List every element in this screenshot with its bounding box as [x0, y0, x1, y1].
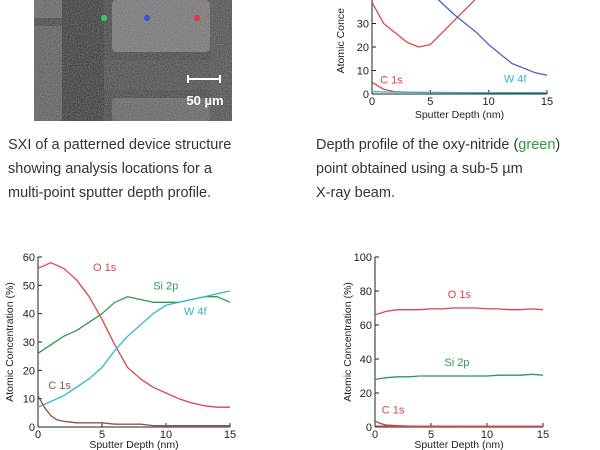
- series-label-si-2p: Si 2p: [444, 357, 469, 369]
- caption-right-line-1: Depth profile of the oxy-nitride (green): [316, 133, 560, 157]
- chart-top-right: 0 5 10 15 0 10 20 30 Sputter Depth (nm) Atomic Co…: [335, 0, 553, 121]
- caption-right-line-1-post: ): [555, 137, 561, 153]
- series-label-si-2p: Si 2p: [153, 281, 178, 293]
- analysis-marker-green: [101, 15, 107, 21]
- caption-right-highlight: green: [518, 137, 556, 153]
- x-tick-label: 15: [541, 96, 553, 108]
- caption-left-line-2: showing analysis locations for a: [8, 161, 212, 177]
- series-label-w-4f: W 4f: [504, 73, 528, 85]
- series-line-w-4f: [372, 91, 547, 94]
- y-tick-label: 60: [360, 320, 372, 332]
- caption-left-line-1: SXI of a patterned device structure: [8, 137, 232, 153]
- y-tick-label: 100: [354, 252, 372, 264]
- analysis-marker-red: [194, 15, 200, 21]
- y-tick-label: 80: [360, 286, 372, 298]
- series-label-c-1s: C 1s: [382, 404, 405, 416]
- y-tick-label: 20: [357, 42, 369, 54]
- caption-right-line-2: point obtained using a sub-5 µm: [316, 161, 523, 177]
- caption-right-line-3: X-ray beam.: [316, 185, 395, 201]
- x-tick-label: 15: [224, 429, 236, 441]
- x-tick-label: 0: [369, 96, 375, 108]
- sxi-image-panel: 50 µm: [34, 0, 232, 121]
- y-tick-label: 30: [23, 337, 35, 349]
- chart-bottom-right: 0 5 10 15 0 20 40 60 80 100 Sputter Depth (nm) Atom…: [342, 252, 549, 450]
- y-axis-label: Atomic Conce: [335, 8, 347, 74]
- x-tick-label: 0: [372, 429, 378, 441]
- series-group: [372, 0, 547, 94]
- series-label-c-1s: C 1s: [48, 380, 71, 392]
- y-tick-label: 30: [357, 19, 369, 31]
- x-tick-label: 5: [427, 96, 433, 108]
- series-label-w-4f: W 4f: [184, 306, 208, 318]
- caption-right-line-1-pre: Depth profile of the oxy-nitride (: [316, 137, 519, 153]
- x-axis-label: Sputter Depth (nm): [415, 109, 504, 121]
- y-tick-label: 0: [366, 422, 372, 434]
- series-line-series-1: [437, 0, 547, 76]
- x-tick-label: 0: [35, 429, 41, 441]
- analysis-marker-blue: [144, 15, 150, 21]
- series-line-o-1s: [38, 262, 230, 408]
- x-axis-label: Sputter Depth (nm): [89, 439, 178, 450]
- scale-bar: 50 µm: [186, 75, 224, 108]
- y-axis-label: Atomic Concentration (%): [4, 282, 16, 402]
- y-tick-label: 40: [360, 354, 372, 366]
- x-tick-label: 5: [428, 429, 434, 441]
- x-tick-label: 10: [160, 429, 172, 441]
- y-tick-label: 10: [23, 394, 35, 406]
- y-tick-label: 40: [23, 309, 35, 321]
- series-line-series-0: [372, 0, 476, 48]
- x-tick-label: 5: [99, 429, 105, 441]
- y-tick-label: 20: [23, 365, 35, 377]
- y-tick-label: 60: [23, 252, 35, 264]
- series-line-c-1s: [375, 420, 543, 427]
- x-tick-label: 10: [483, 96, 495, 108]
- y-tick-label: 50: [23, 280, 35, 292]
- series-group: [38, 262, 230, 427]
- y-tick-label: 0: [363, 89, 369, 101]
- x-tick-label: 15: [537, 429, 549, 441]
- chart-bottom-left: 0 5 10 15 0 10 20 30 40 50 60 Sputter Depth (nm) Ato…: [4, 252, 236, 450]
- series-line-c-1s: [38, 395, 230, 427]
- sxi-image: 50 µm: [34, 0, 232, 121]
- y-tick-label: 20: [360, 388, 372, 400]
- series-group: [375, 307, 543, 427]
- y-tick-label: 0: [29, 422, 35, 434]
- series-line-si-2p: [375, 373, 543, 381]
- series-line-o-1s: [375, 307, 543, 316]
- series-label-o-1s: O 1s: [448, 289, 472, 301]
- scale-bar-label: 50 µm: [186, 93, 223, 108]
- series-label-c-1s: C 1s: [380, 74, 403, 86]
- y-axis-label: Atomic Concentration (%): [342, 282, 354, 402]
- caption-left: SXI of a patterned device structure show…: [8, 133, 231, 205]
- y-tick-label: 10: [357, 66, 369, 78]
- x-axis-label: Sputter Depth (nm): [414, 439, 503, 450]
- series-label-o-1s: O 1s: [93, 262, 117, 274]
- caption-left-line-3: multi-point sputter depth profile.: [8, 185, 212, 201]
- x-tick-label: 10: [481, 429, 493, 441]
- series-line-w-4f: [38, 290, 230, 408]
- caption-right: Depth profile of the oxy-nitride (green)…: [316, 133, 560, 205]
